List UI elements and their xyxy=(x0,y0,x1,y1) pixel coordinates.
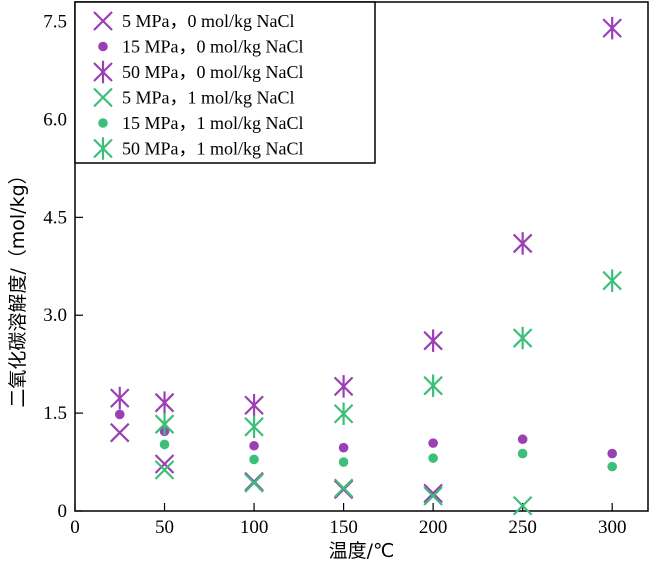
legend-label: 15 MPa，1 mol/kg NaCl xyxy=(122,113,304,133)
data-point xyxy=(423,374,443,397)
series-5 xyxy=(154,269,622,439)
data-point xyxy=(607,448,617,459)
legend-marker xyxy=(93,11,113,31)
x-tick-label: 0 xyxy=(70,517,80,538)
data-point xyxy=(333,375,354,398)
x-axis: 0 50 100 150 200 250 300 xyxy=(70,503,626,538)
data-point xyxy=(423,486,443,506)
legend-box xyxy=(74,1,376,164)
data-point xyxy=(602,269,622,292)
legend-marker xyxy=(93,87,113,108)
data-point xyxy=(428,438,438,448)
data-point xyxy=(333,478,354,498)
legend-label: 15 MPa，0 mol/kg NaCl xyxy=(122,37,304,57)
legend-item: 15 MPa，1 mol/kg NaCl xyxy=(98,113,304,133)
legend-item: 50 MPa，1 mol/kg NaCl xyxy=(93,137,304,160)
legend-marker xyxy=(93,137,113,160)
x-tick-label: 200 xyxy=(419,517,448,538)
x-tick-label: 50 xyxy=(155,517,174,538)
series-3 xyxy=(154,460,533,516)
data-point xyxy=(249,454,259,465)
data-point xyxy=(154,412,175,436)
legend-marker xyxy=(93,60,113,84)
data-point xyxy=(244,394,264,417)
y-tick-label: 7.5 xyxy=(43,12,67,33)
y-tick-label: 1.5 xyxy=(43,403,67,424)
data-point xyxy=(154,391,175,414)
x-tick-label: 250 xyxy=(508,517,537,538)
data-point xyxy=(249,440,259,451)
data-point xyxy=(602,16,622,40)
series-0 xyxy=(109,422,443,504)
data-point xyxy=(244,473,264,493)
legend-item: 15 MPa，0 mol/kg NaCl xyxy=(98,37,304,57)
legend-item: 5 MPa，1 mol/kg NaCl xyxy=(93,87,295,108)
data-point xyxy=(244,415,264,439)
series-1 xyxy=(114,409,617,459)
legend-marker xyxy=(98,118,108,128)
legend-item: 5 MPa，0 mol/kg NaCl xyxy=(93,11,295,31)
x-tick-label: 100 xyxy=(240,517,269,538)
data-point xyxy=(159,439,170,450)
data-point xyxy=(517,448,528,459)
data-point xyxy=(114,409,125,420)
data-point xyxy=(512,496,533,516)
legend-marker xyxy=(98,41,108,52)
y-tick-label: 4.5 xyxy=(43,207,67,228)
data-point xyxy=(338,457,349,467)
data-point xyxy=(154,454,175,474)
series-4 xyxy=(159,439,617,472)
legend-label: 50 MPa，0 mol/kg NaCl xyxy=(122,62,304,82)
legend-label: 50 MPa，1 mol/kg NaCl xyxy=(122,139,304,159)
data-point xyxy=(338,442,349,453)
data-point xyxy=(428,453,438,463)
series-2 xyxy=(109,16,622,417)
data-point xyxy=(109,386,130,410)
y-tick-label: 3.0 xyxy=(43,305,67,326)
legend-label: 5 MPa，0 mol/kg NaCl xyxy=(122,11,295,31)
y-tick-label: 6.0 xyxy=(43,109,67,130)
data-point xyxy=(333,402,354,426)
x-tick-label: 150 xyxy=(329,517,358,538)
data-point xyxy=(512,232,533,255)
data-point xyxy=(423,329,443,352)
y-axis-title: 二氧化碳溶解度/（mol/kg） xyxy=(7,165,29,407)
data-point xyxy=(109,422,130,443)
x-tick-label: 300 xyxy=(598,517,627,538)
y-tick-label: 0 xyxy=(58,501,68,522)
data-point xyxy=(423,483,443,504)
legend-label: 5 MPa，1 mol/kg NaCl xyxy=(122,88,295,108)
legend: 5 MPa，0 mol/kg NaCl 15 MPa，0 mol/kg NaCl 5… xyxy=(74,1,376,164)
data-point xyxy=(512,326,533,350)
legend-item: 50 MPa，0 mol/kg NaCl xyxy=(93,60,304,84)
y-axis: 0 1.5 3.0 4.5 6.0 7.5 xyxy=(43,12,83,522)
data-point xyxy=(517,434,528,445)
data-series xyxy=(109,16,622,516)
x-axis-title: 温度/℃ xyxy=(329,540,395,562)
data-point xyxy=(607,461,617,472)
data-point xyxy=(154,460,175,480)
